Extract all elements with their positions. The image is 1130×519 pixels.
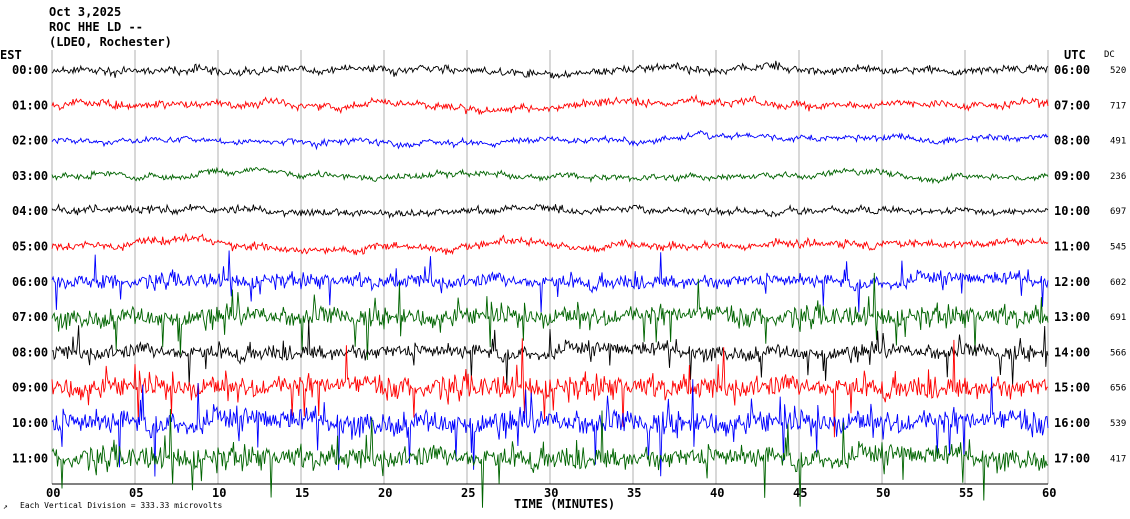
grid-lines: [51, 50, 1049, 485]
x-tick-label: 10: [212, 486, 226, 500]
right-axis-title: UTC: [1064, 48, 1086, 62]
footer-note: Each Vertical Division = 333.33 microvol…: [20, 501, 222, 510]
trace-1000: [51, 376, 1049, 477]
utc-label: 07:00: [1054, 98, 1090, 112]
est-label: 05:00: [12, 240, 48, 254]
est-label: 06:00: [12, 275, 48, 289]
dc-value: 520: [1110, 66, 1126, 76]
utc-label: 17:00: [1054, 451, 1090, 465]
x-tick-label: 20: [378, 486, 392, 500]
dc-value: 491: [1110, 137, 1126, 147]
est-label: 08:00: [12, 345, 48, 359]
utc-label: 08:00: [1054, 134, 1090, 148]
trace-0100: [51, 94, 1049, 115]
est-label: 11:00: [12, 451, 48, 465]
est-label: 10:00: [12, 416, 48, 430]
dc-title: DC: [1104, 50, 1115, 60]
dc-value: 417: [1110, 454, 1126, 464]
x-tick-label: 55: [959, 486, 973, 500]
dc-value: 602: [1110, 278, 1126, 288]
x-axis: 00 05 10 15 20 25 30 35 40 45 50 55 60: [46, 486, 1056, 500]
left-axis-title: EST: [0, 48, 22, 62]
utc-label: 16:00: [1054, 416, 1090, 430]
footer-mark: ↗: [3, 502, 8, 511]
est-label: 04:00: [12, 204, 48, 218]
utc-label: 11:00: [1054, 240, 1090, 254]
utc-label: 09:00: [1054, 169, 1090, 183]
x-tick-label: 40: [710, 486, 724, 500]
header-station: ROC HHE LD --: [49, 20, 143, 34]
trace-0700: [51, 272, 1049, 360]
utc-label: 14:00: [1054, 345, 1090, 359]
x-tick-label: 15: [295, 486, 309, 500]
dc-value: 545: [1110, 243, 1126, 253]
trace-0800: [51, 320, 1049, 386]
trace-layer: [51, 60, 1049, 508]
dc-value: 691: [1110, 313, 1126, 323]
trace-0200: [51, 129, 1049, 151]
trace-0300: [51, 166, 1049, 185]
x-tick-label: 35: [627, 486, 641, 500]
est-label: 02:00: [12, 134, 48, 148]
est-label: 07:00: [12, 310, 48, 324]
x-axis-title: TIME (MINUTES): [514, 497, 615, 511]
utc-label: 06:00: [1054, 63, 1090, 77]
x-tick-label: 25: [461, 486, 475, 500]
est-label: 03:00: [12, 169, 48, 183]
utc-label: 15:00: [1054, 381, 1090, 395]
x-tick-label: 50: [876, 486, 890, 500]
trace-0500: [51, 232, 1049, 256]
trace-0400: [51, 203, 1049, 219]
utc-label: 12:00: [1054, 275, 1090, 289]
est-label: 00:00: [12, 63, 48, 77]
x-tick-label: 60: [1042, 486, 1056, 500]
dc-value: 236: [1110, 172, 1126, 182]
x-tick-label: 45: [793, 486, 807, 500]
row-labels: 00:00 06:00 520 01:00 07:00 717 02:00 08:00 491 0…: [12, 63, 1126, 465]
x-tick-label: 00: [46, 486, 60, 500]
trace-1100: [51, 408, 1049, 508]
utc-label: 13:00: [1054, 310, 1090, 324]
dc-value: 717: [1110, 101, 1126, 111]
header-network: (LDEO, Rochester): [49, 35, 172, 49]
dc-value: 656: [1110, 384, 1126, 394]
dc-value: 539: [1110, 419, 1126, 429]
est-label: 01:00: [12, 98, 48, 112]
est-label: 09:00: [12, 381, 48, 395]
trace-0000: [51, 60, 1049, 80]
x-tick-label: 30: [544, 486, 558, 500]
trace-0600: [51, 250, 1049, 313]
utc-label: 10:00: [1054, 204, 1090, 218]
trace-0900: [51, 338, 1049, 438]
dc-value: 566: [1110, 348, 1126, 358]
dc-value: 697: [1110, 207, 1126, 217]
x-tick-label: 05: [129, 486, 143, 500]
header-date: Oct 3,2025: [49, 5, 121, 19]
